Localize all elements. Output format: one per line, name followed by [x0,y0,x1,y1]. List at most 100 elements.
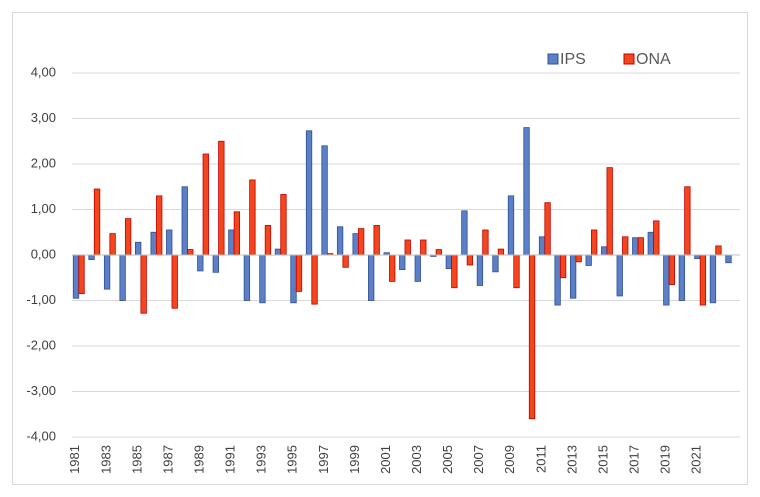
bar [103,254,111,290]
bar [709,254,717,304]
y-tick-label: 3,00 [31,110,56,125]
bar [305,130,313,256]
bar [725,254,732,264]
bar [632,237,639,256]
bar [373,225,380,256]
bar [342,254,349,268]
bar [218,140,225,256]
bar [591,229,598,256]
y-tick-label: -3,00 [26,383,56,398]
bar [119,254,126,301]
bar [554,254,561,306]
bar [212,254,219,273]
bar [311,254,318,305]
bar [637,237,644,256]
bar [171,254,178,309]
bar [497,248,505,256]
bar [451,254,458,289]
legend-label: ONA [636,51,671,68]
x-tick-label: 2019 [658,445,673,474]
bar [357,228,365,256]
bar [606,167,613,256]
bar [228,229,235,256]
bar [88,254,95,260]
x-tick-label: 2003 [409,445,424,474]
bar [404,239,411,256]
bar [187,249,194,256]
bar [420,239,427,256]
bar [78,254,85,295]
x-tick-label: 1999 [347,445,362,474]
bar [280,194,287,256]
bar [528,254,536,420]
bar [295,254,303,292]
bar [202,153,209,256]
bar [389,254,396,282]
bar [575,254,582,263]
x-tick-label: 1993 [254,445,269,474]
bar [544,202,551,256]
x-tick-label: 1987 [160,445,175,474]
bar [156,195,163,256]
bar [663,254,670,306]
bar [435,249,442,256]
y-tick-label: 0,00 [31,246,56,261]
x-tick-label: 2009 [502,445,517,474]
x-tick-label: 2013 [564,445,579,474]
bar [559,254,567,279]
legend-swatch [623,53,635,65]
bar [233,211,241,256]
bar [616,254,623,297]
bar [290,254,297,304]
bar [699,254,707,306]
y-tick-label: -2,00 [26,337,56,352]
bar [601,246,608,256]
bar [684,186,691,256]
bar [274,248,282,256]
bar [476,254,484,286]
bar [399,254,406,270]
bar [93,188,101,256]
y-tick-label: 1,00 [31,201,56,216]
bar [243,254,251,301]
bar [197,254,204,272]
x-tick-label: 2001 [378,445,393,474]
bar [461,210,468,256]
bar [336,226,344,256]
legend-swatch [547,53,559,65]
bar [507,195,515,256]
bar [445,254,453,270]
bar [523,127,530,256]
bar [678,254,686,301]
bar [653,220,660,256]
y-tick-label: 4,00 [31,64,56,79]
x-tick-label: 2015 [595,445,610,474]
bar [166,229,173,256]
bar [569,254,577,299]
bar [668,254,675,285]
x-tick-label: 1983 [98,445,113,474]
x-tick-label: 2011 [533,445,548,473]
bar [482,229,489,256]
y-tick-label: -4,00 [26,428,56,443]
bar [368,254,375,301]
x-tick-label: 1995 [285,445,300,474]
x-tick-label: 1997 [316,445,331,474]
bar [647,231,654,256]
bar [414,254,421,282]
bar [264,225,272,256]
bar [492,254,499,273]
bar [259,254,266,304]
bar [135,241,142,256]
bar [513,254,520,289]
bar [538,236,546,256]
x-tick-label: 2021 [689,445,704,474]
x-tick-label: 2017 [626,445,641,474]
bar [72,254,80,299]
x-tick-label: 1981 [67,445,82,474]
bar [140,254,147,314]
bar [181,186,188,256]
bar [321,145,328,256]
